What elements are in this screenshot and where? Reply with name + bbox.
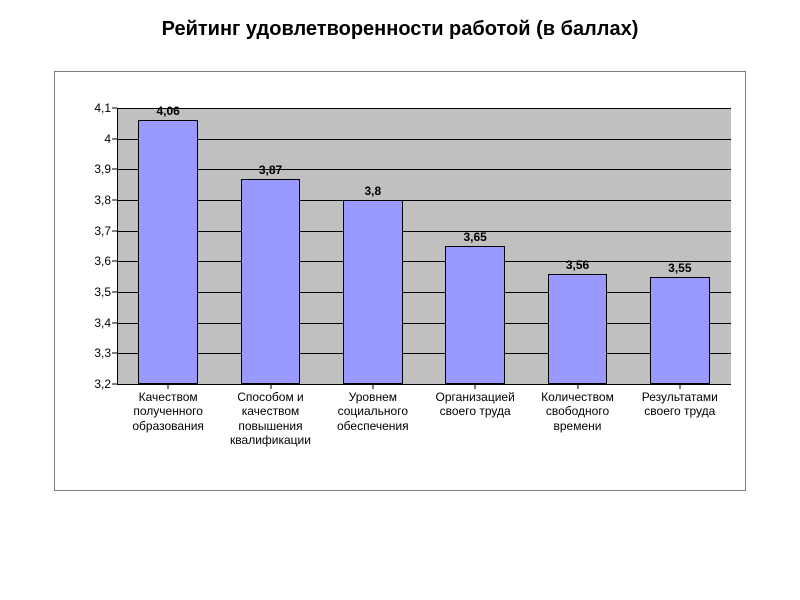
y-tick-label: 3,5 bbox=[94, 285, 111, 299]
x-tick-label: Уровнем социального обеспечения bbox=[324, 390, 422, 433]
y-tick-mark bbox=[112, 108, 117, 109]
y-tick-label: 3,7 bbox=[94, 224, 111, 238]
chart-frame: 4,06 3,87 3,8 3,65 3,56 3,55 3,2 3,3 3,4 3,5 3,6 3… bbox=[54, 71, 746, 491]
y-tick-mark bbox=[112, 169, 117, 170]
bar bbox=[548, 274, 607, 384]
y-axis-labels: 3,23,33,43,53,63,73,83,944,1 bbox=[55, 108, 117, 384]
y-tick-mark bbox=[112, 322, 117, 323]
bar bbox=[241, 179, 300, 384]
plot-area: 4,063,873,83,653,563,55 bbox=[117, 108, 731, 384]
y-axis-line bbox=[117, 108, 118, 384]
y-tick-mark bbox=[112, 230, 117, 231]
y-tick-label: 3,3 bbox=[94, 346, 111, 360]
y-tick-marks bbox=[112, 108, 117, 384]
x-tick-label: Качеством полученного образования bbox=[119, 390, 217, 433]
bar-value-label: 3,55 bbox=[668, 261, 691, 275]
y-tick-label: 3,8 bbox=[94, 193, 111, 207]
bars-layer: 4,063,873,83,653,563,55 bbox=[117, 108, 731, 384]
x-tick-label: Способом и качеством повышения квалифика… bbox=[221, 390, 319, 448]
bar-value-label: 3,87 bbox=[259, 163, 282, 177]
bar bbox=[343, 200, 402, 384]
y-tick-mark bbox=[112, 292, 117, 293]
x-axis-labels: Качеством полученного образованияСпособо… bbox=[117, 384, 731, 492]
page-title: Рейтинг удовлетворенности работой (в бал… bbox=[0, 18, 800, 41]
bar bbox=[650, 277, 709, 384]
x-tick-label: Результатами своего труда bbox=[631, 390, 729, 419]
x-tick-mark bbox=[679, 384, 680, 389]
y-tick-label: 4 bbox=[104, 132, 111, 146]
x-tick-mark bbox=[168, 384, 169, 389]
x-tick-mark bbox=[577, 384, 578, 389]
x-tick-label: Количеством свободного времени bbox=[528, 390, 626, 433]
x-tick-label: Организацией своего труда bbox=[426, 390, 524, 419]
y-tick-mark bbox=[112, 138, 117, 139]
x-tick-mark bbox=[372, 384, 373, 389]
y-tick-label: 3,6 bbox=[94, 254, 111, 268]
x-tick-mark bbox=[270, 384, 271, 389]
y-tick-mark bbox=[112, 200, 117, 201]
bar-value-label: 3,56 bbox=[566, 258, 589, 272]
y-tick-label: 3,4 bbox=[94, 316, 111, 330]
bar-value-label: 3,8 bbox=[364, 184, 381, 198]
x-tick-mark bbox=[475, 384, 476, 389]
y-tick-label: 3,9 bbox=[94, 162, 111, 176]
bar bbox=[445, 246, 504, 384]
bar-value-label: 3,65 bbox=[463, 230, 486, 244]
y-tick-mark bbox=[112, 353, 117, 354]
y-tick-mark bbox=[112, 261, 117, 262]
y-tick-label: 3,2 bbox=[94, 377, 111, 391]
bar-value-label: 4,06 bbox=[156, 104, 179, 118]
bar bbox=[138, 120, 197, 384]
y-tick-label: 4,1 bbox=[94, 101, 111, 115]
